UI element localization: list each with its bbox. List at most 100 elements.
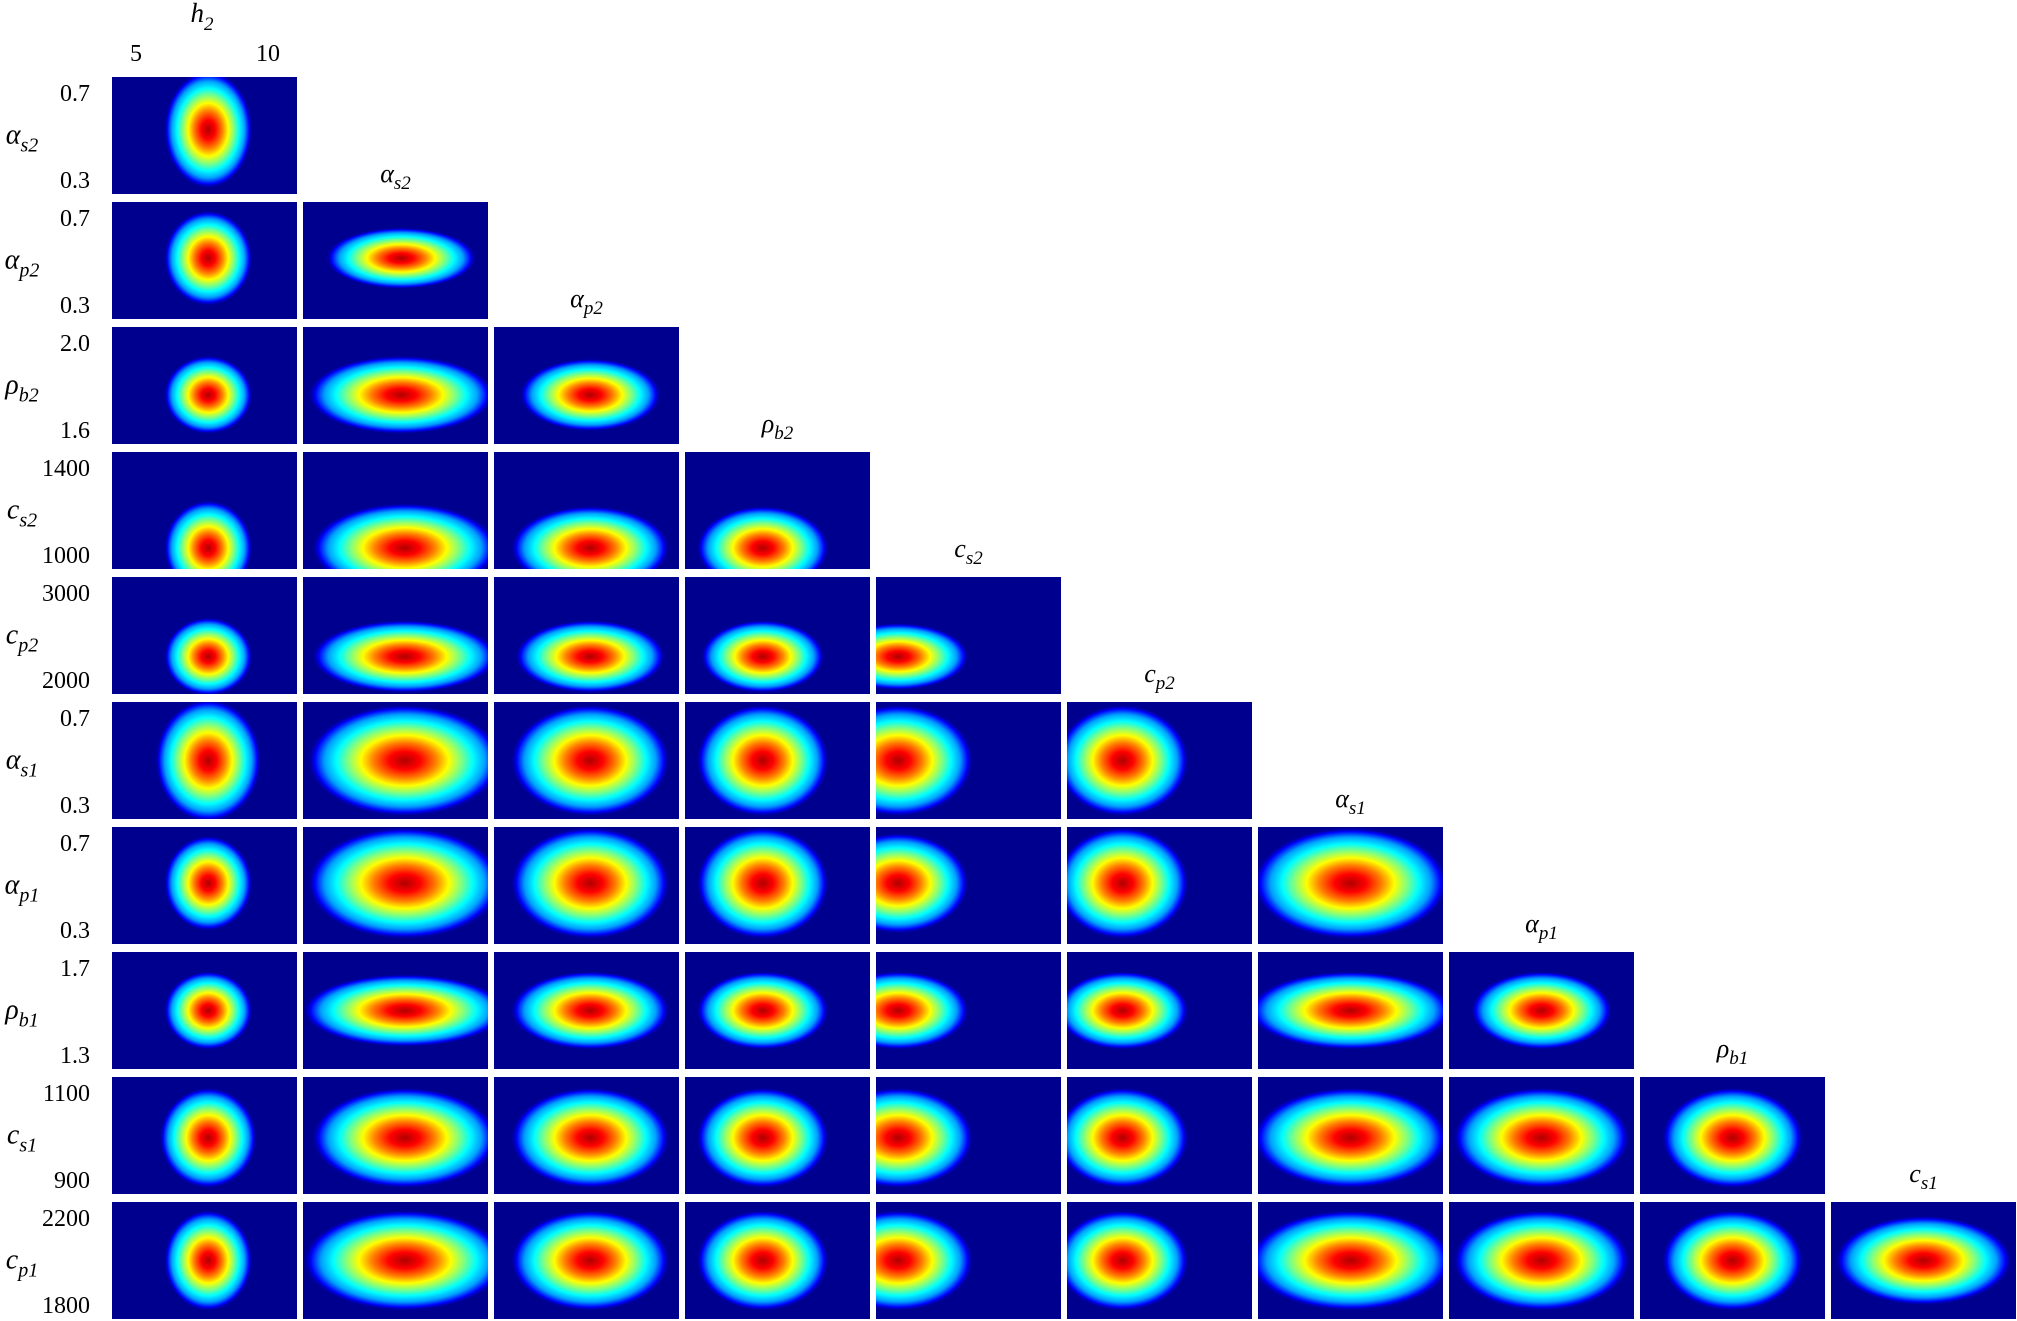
density-blob bbox=[1452, 1087, 1631, 1189]
heatmap-panel bbox=[112, 77, 297, 194]
row-tick-label: 2000 bbox=[42, 668, 90, 694]
density-blob bbox=[1258, 971, 1443, 1050]
row-tick-label: 900 bbox=[54, 1168, 90, 1194]
density-blob bbox=[510, 704, 671, 817]
density-blob bbox=[303, 1209, 488, 1312]
density-blob bbox=[159, 1087, 258, 1189]
density-blob bbox=[163, 77, 253, 189]
density-blob bbox=[1661, 1087, 1804, 1189]
density-blob bbox=[1067, 1209, 1190, 1312]
density-blob bbox=[696, 971, 830, 1050]
heatmap-panel bbox=[876, 577, 1061, 694]
density-blob bbox=[1067, 1087, 1190, 1189]
density-blob bbox=[510, 1209, 671, 1312]
heatmap-panels bbox=[112, 77, 2016, 1319]
heatmap-panel bbox=[112, 452, 297, 569]
density-blob bbox=[163, 1209, 253, 1312]
density-blob bbox=[696, 1209, 830, 1312]
density-blob bbox=[1067, 704, 1190, 817]
heatmap-panel bbox=[1067, 702, 1252, 819]
density-blob bbox=[696, 704, 830, 817]
heatmap-panel bbox=[876, 702, 1061, 819]
row-tick-label: 1800 bbox=[42, 1293, 90, 1319]
heatmap-panel bbox=[303, 327, 488, 444]
density-blob bbox=[311, 620, 488, 694]
density-blob bbox=[1258, 1209, 1443, 1312]
row-tick-label: 3000 bbox=[42, 581, 90, 607]
density-blob bbox=[876, 1209, 974, 1312]
heatmap-panel bbox=[876, 1202, 1061, 1319]
row-tick-label: 0.3 bbox=[60, 293, 90, 319]
row-tick-label: 1100 bbox=[43, 1081, 90, 1107]
density-blob bbox=[696, 1087, 830, 1189]
density-blob bbox=[510, 1087, 671, 1189]
heatmap-panel bbox=[494, 452, 679, 569]
density-blob bbox=[696, 827, 830, 940]
density-blob bbox=[163, 617, 253, 694]
row-tick-label: 1.7 bbox=[60, 956, 90, 982]
row-tick-label: 1.6 bbox=[60, 418, 90, 444]
density-blob bbox=[1834, 1215, 2013, 1306]
heatmap-panel bbox=[685, 702, 870, 819]
heatmap-panel bbox=[1258, 827, 1443, 944]
density-blob bbox=[163, 500, 253, 569]
density-blob bbox=[154, 702, 262, 819]
density-blob bbox=[311, 1087, 488, 1189]
density-blob bbox=[876, 622, 970, 691]
density-blob bbox=[876, 704, 974, 817]
density-blob bbox=[325, 227, 477, 290]
row-tick-label: 1400 bbox=[42, 456, 90, 482]
heatmap-panel bbox=[876, 952, 1061, 1069]
row-label: cs1 bbox=[7, 1120, 37, 1157]
heatmap-panel bbox=[1258, 1202, 1443, 1319]
row-tick-label: 0.3 bbox=[60, 793, 90, 819]
row-tick-label: 0.7 bbox=[60, 206, 90, 232]
heatmap-panel bbox=[112, 202, 297, 319]
row-tick-label: 0.7 bbox=[60, 706, 90, 732]
density-blob bbox=[519, 358, 662, 432]
density-blob bbox=[1067, 827, 1190, 940]
column-title: cs2 bbox=[954, 534, 983, 569]
column-title: αs1 bbox=[1335, 784, 1366, 819]
top-tick-label: 5 bbox=[130, 41, 142, 67]
row-tick-label: 2200 bbox=[42, 1206, 90, 1232]
top-tick-label: 10 bbox=[256, 41, 280, 67]
heatmap-panel bbox=[303, 577, 488, 694]
heatmap-panel bbox=[876, 1077, 1061, 1194]
density-blob bbox=[876, 832, 970, 934]
heatmap-panel bbox=[303, 952, 488, 1069]
heatmap-panel bbox=[1449, 952, 1634, 1069]
density-blob bbox=[163, 210, 253, 306]
heatmap-panel bbox=[1067, 1077, 1252, 1194]
row-tick-label: 0.3 bbox=[60, 168, 90, 194]
column-title: ρb1 bbox=[1716, 1034, 1748, 1069]
density-blob bbox=[1661, 1209, 1804, 1312]
row-label: ρb1 bbox=[4, 995, 38, 1032]
heatmap-panel bbox=[494, 702, 679, 819]
heatmap-panel bbox=[303, 702, 488, 819]
column-title: αs2 bbox=[380, 159, 411, 194]
heatmap-panel bbox=[685, 1077, 870, 1194]
heatmap-panel bbox=[1067, 827, 1252, 944]
heatmap-panel bbox=[1258, 952, 1443, 1069]
heatmap-panel bbox=[303, 1202, 488, 1319]
top-axis-label: h2 bbox=[191, 0, 215, 35]
density-blob bbox=[307, 704, 488, 817]
density-blob bbox=[163, 355, 253, 435]
heatmap-panel bbox=[494, 1077, 679, 1194]
density-blob bbox=[307, 827, 488, 940]
row-label: cp2 bbox=[6, 620, 38, 657]
heatmap-panel bbox=[1640, 1077, 1825, 1194]
density-blob bbox=[696, 505, 830, 569]
column-title: αp2 bbox=[570, 284, 603, 319]
density-blob bbox=[510, 827, 671, 940]
row-label: αp2 bbox=[5, 245, 40, 282]
row-tick-label: 1.3 bbox=[60, 1043, 90, 1069]
heatmap-panel bbox=[494, 1202, 679, 1319]
density-blob bbox=[303, 974, 488, 1047]
row-label: αp1 bbox=[5, 870, 40, 907]
row-label: cs2 bbox=[7, 495, 37, 532]
density-blob bbox=[307, 355, 488, 435]
heatmap-panel bbox=[303, 202, 488, 319]
heatmap-panel bbox=[1449, 1202, 1634, 1319]
